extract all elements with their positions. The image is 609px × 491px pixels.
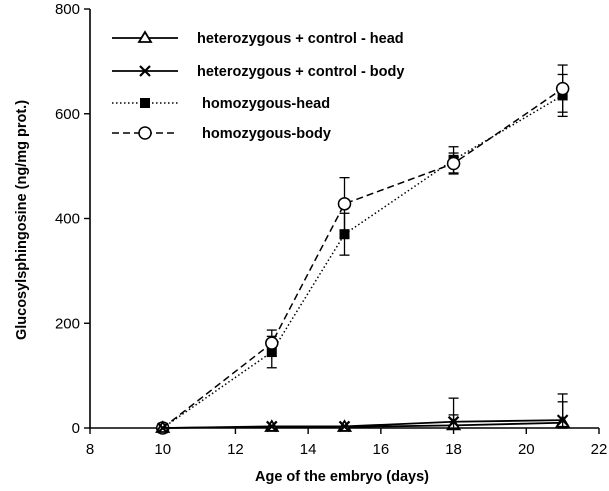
x-tick-label: 12: [227, 441, 244, 458]
marker-circle: [446, 156, 461, 171]
legend-label: homozygous-body: [202, 126, 331, 142]
marker-cross: [556, 414, 569, 426]
marker-circle: [555, 81, 570, 96]
marker-circle: [138, 126, 152, 140]
y-tick-label: 200: [55, 315, 80, 332]
marker-triangle: [137, 30, 153, 43]
y-tick-label: 800: [55, 1, 80, 18]
series-line: [162, 94, 564, 429]
series-homozygous-body: [155, 64, 570, 435]
marker-circle: [265, 336, 279, 350]
series-layer: [155, 64, 571, 435]
x-axis-label: Age of the embryo (days): [255, 469, 429, 485]
x-tick-label: 22: [591, 441, 608, 458]
y-tick-label: 0: [72, 420, 80, 437]
legend-label: homozygous-head: [202, 96, 330, 112]
legend-item: heterozygous + control - head: [112, 30, 404, 47]
marker-cross: [266, 420, 278, 433]
legend-label: heterozygous + control - body: [197, 64, 404, 80]
marker-cross: [156, 422, 169, 434]
x-tick-label: 8: [86, 441, 94, 458]
legend: heterozygous + control - head heterozygou…: [112, 30, 404, 142]
marker-cross: [447, 415, 460, 428]
marker-square: [140, 98, 150, 108]
x-tick-label: 20: [518, 441, 535, 458]
marker-square: [339, 229, 350, 240]
y-axis-label: Glucosylsphingosine (ng/mg prot.): [14, 100, 30, 340]
legend-label: heterozygous + control - head: [197, 31, 404, 47]
marker-cross: [338, 420, 351, 433]
y-tick-label: 400: [55, 211, 80, 228]
legend-item: homozygous-body: [112, 126, 331, 142]
x-tick-label: 10: [154, 441, 171, 458]
y-tick-label: 600: [55, 106, 80, 123]
x-tick-label: 16: [373, 441, 390, 458]
legend-item: heterozygous + control - body: [112, 64, 404, 80]
marker-circle: [337, 197, 352, 211]
axes: 8 10 12 14 16 18 20 22 0 200 400 600 800: [55, 1, 607, 458]
x-tick-label: 18: [445, 441, 462, 458]
series-line: [162, 87, 564, 429]
legend-item: homozygous-head: [112, 96, 330, 112]
marker-cross: [139, 65, 151, 77]
series-heterozygous-control-body: [156, 393, 569, 434]
x-tick-label: 14: [300, 441, 317, 458]
